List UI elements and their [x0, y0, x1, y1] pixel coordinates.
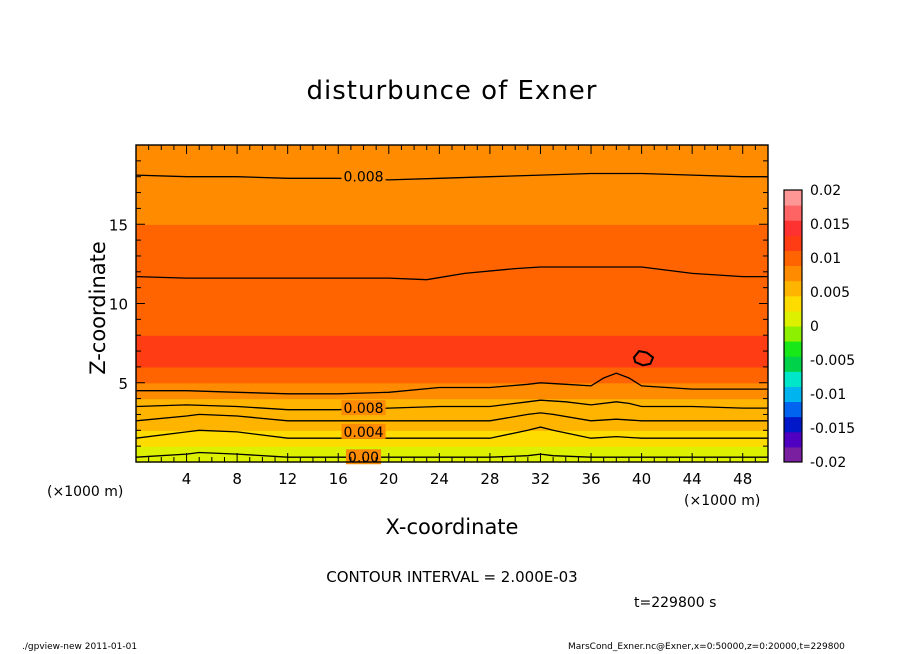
- time-text: t=229800 s: [634, 595, 717, 611]
- x-tick-label: 32: [531, 470, 550, 488]
- colorbar-swatch: [784, 416, 802, 433]
- field-band: [136, 271, 768, 289]
- field-band: [136, 335, 768, 352]
- contour-line: [632, 350, 655, 367]
- contour-label: 0.008: [343, 170, 383, 186]
- colorbar-label: 0.01: [810, 251, 841, 267]
- x-tick-label: 36: [581, 470, 600, 488]
- x-axis-label: X-coordinate: [385, 515, 519, 539]
- field-band: [136, 145, 768, 162]
- contour-label-bg: [341, 423, 386, 439]
- x-tick-label: 44: [683, 470, 702, 488]
- x-tick-label: 8: [232, 470, 242, 488]
- y-tick-label: 15: [109, 216, 128, 234]
- contour-lines: [135, 172, 768, 458]
- colorbar-swatch: [784, 235, 802, 251]
- contour-line: [135, 426, 768, 439]
- field-band: [136, 414, 768, 431]
- colorbar-label: -0.005: [810, 353, 855, 369]
- colorbar-label: -0.01: [810, 387, 846, 403]
- field-band: [136, 255, 768, 273]
- colorbar-label: -0.02: [810, 455, 846, 471]
- colorbar-label: 0: [810, 319, 819, 335]
- colorbar-swatch: [784, 205, 802, 221]
- colorbar-swatch: [784, 356, 802, 372]
- colorbar-swatch: [784, 250, 802, 267]
- colorbar-label: -0.015: [810, 421, 855, 437]
- contour-line: [135, 412, 768, 422]
- contour-label-bg: [341, 168, 386, 184]
- chart-title: disturbunce of Exner: [306, 76, 598, 106]
- field-band: [136, 176, 768, 194]
- contour-label: 0.008: [343, 401, 383, 417]
- colorbar-swatch: [784, 295, 802, 312]
- field-band: [136, 208, 768, 225]
- colorbar-frame: [783, 189, 803, 463]
- footer-right-text: MarsCond_Exner.nc@Exner,x=0:50000,z=0:20…: [568, 642, 845, 652]
- contour-line: [135, 172, 768, 181]
- contour-line: [135, 399, 768, 411]
- contour-line: [135, 451, 768, 458]
- contour-label-bg: [341, 400, 386, 416]
- colorbar-label: 0.02: [810, 183, 841, 199]
- field-band: [136, 446, 768, 463]
- contour-line: [135, 266, 768, 281]
- field-band: [136, 240, 768, 257]
- x-tick-label: 20: [379, 470, 398, 488]
- field-band: [136, 192, 768, 209]
- colorbar-swatch: [784, 326, 802, 342]
- colorbar-label: 0.005: [810, 285, 850, 301]
- x-tick-label: 48: [733, 470, 752, 488]
- colorbar-swatch: [784, 431, 802, 448]
- x-tick-label: 24: [430, 470, 449, 488]
- contour-label-bg: [345, 449, 382, 465]
- colorbar: -0.02 -0.015 -0.01 -0.005 0 0.005 0.01 0.015 0.0…: [783, 183, 855, 471]
- y-tick-label: 5: [118, 375, 128, 393]
- field-band: [136, 287, 768, 305]
- colorbar-swatch: [784, 280, 802, 297]
- colorbar-swatch: [784, 341, 802, 357]
- field-band: [136, 351, 768, 368]
- x-tick-label: 28: [480, 470, 499, 488]
- colorbar-swatch: [784, 401, 802, 418]
- x-tick-label: 40: [632, 470, 651, 488]
- plot-fill: [136, 145, 768, 463]
- colorbar-swatch: [784, 310, 802, 327]
- x-tick-label: 12: [278, 470, 297, 488]
- field-band: [136, 224, 768, 241]
- x-axis-unit: (×1000 m): [684, 493, 761, 509]
- contour-interval-text: CONTOUR INTERVAL = 2.000E-03: [326, 568, 578, 586]
- field-band: [136, 303, 768, 320]
- colorbar-swatch: [784, 190, 802, 206]
- field-band: [136, 390, 768, 400]
- x-tick-label: 16: [329, 470, 348, 488]
- contour-label: 0.004: [343, 425, 383, 441]
- colorbar-swatch: [784, 386, 802, 403]
- colorbar-label: 0.015: [810, 217, 850, 233]
- footer-left-text: ./gpview-new 2011-01-01: [22, 642, 138, 652]
- colorbar-swatch: [784, 371, 802, 387]
- colorbar-swatch: [784, 446, 802, 463]
- y-axis-unit: (×1000 m): [47, 484, 124, 500]
- field-band: [136, 319, 768, 336]
- x-tick-label: 4: [182, 470, 192, 488]
- field-band: [136, 366, 768, 384]
- contour-line: [136, 372, 768, 395]
- y-tick-label: 10: [109, 296, 128, 314]
- colorbar-swatch: [784, 265, 802, 282]
- colorbar-swatch: [784, 220, 802, 236]
